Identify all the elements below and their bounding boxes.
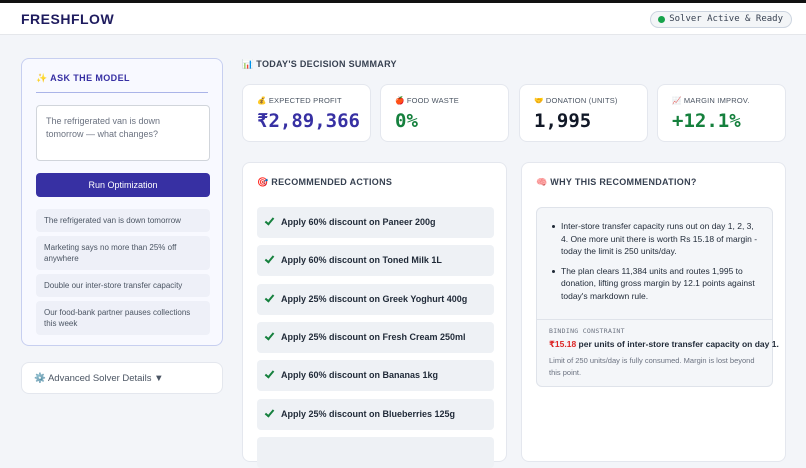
kpi-value: +12.1% (672, 110, 741, 132)
kpi-label: 🤝 DONATION (UNITS) (534, 96, 618, 105)
kpi-card: 💰 EXPECTED PROFIT ₹2,89,366 (242, 84, 371, 142)
question-input[interactable]: The refrigerated van is down tomorrow — … (36, 105, 210, 161)
suggestion[interactable]: Marketing says no more than 25% off anyw… (36, 236, 210, 270)
actions-card: 🎯 RECOMMENDED ACTIONS Apply 60% discount… (242, 162, 507, 468)
check-icon (264, 330, 275, 341)
action-item (257, 436, 494, 468)
action-item[interactable]: Apply 25% discount on Fresh Cream 250ml (257, 321, 494, 353)
constraint-value: ₹15.18 (549, 339, 577, 349)
suggestion[interactable]: The refrigerated van is down tomorrow (36, 209, 210, 232)
action-item[interactable]: Apply 60% discount on Paneer 200g (257, 207, 494, 238)
header: FRESHFLOW Solver Active & Ready (0, 3, 806, 35)
card-title: 🧠 WHY THIS RECOMMENDATION? (536, 177, 697, 187)
status-badge: Solver Active & Ready (650, 11, 792, 28)
section-title: 📊 TODAY'S DECISION SUMMARY (242, 59, 397, 69)
kpi-card: 🤝 DONATION (UNITS) 1,995 (519, 84, 648, 142)
action-item[interactable]: Apply 25% discount on Blueberries 125g (257, 398, 494, 430)
top-bar (0, 0, 806, 3)
kpi-label: 🍎 FOOD WASTE (395, 96, 459, 105)
constraint-note: Limit of 250 units/day is fully consumed… (549, 356, 755, 377)
kpi-value: 0% (395, 110, 418, 132)
bullet: The plan clears 11,384 units and routes … (552, 265, 760, 303)
check-icon (264, 253, 275, 264)
check-icon (264, 215, 275, 226)
kpi-value: 1,995 (534, 110, 592, 132)
check-icon (264, 368, 275, 379)
panel-title: ✨ ASK THE MODEL (36, 73, 130, 83)
divider (537, 319, 772, 320)
explanation-box: Inter-store transfer capacity runs out o… (536, 207, 779, 387)
kpi-label: 📈 MARGIN IMPROV. (672, 96, 750, 105)
kpi-card: 🍎 FOOD WASTE 0% (380, 84, 509, 142)
check-icon (264, 406, 275, 418)
suggestion[interactable]: Our food-bank partner pauses collections… (36, 301, 210, 335)
bullet-list: Inter-store transfer capacity runs out o… (552, 220, 760, 303)
divider (36, 92, 208, 93)
constraint-text: per units of inter-store transfer capaci… (576, 339, 779, 349)
kpi-value: ₹2,89,366 (257, 110, 360, 132)
action-item[interactable]: Apply 25% discount on Greek Yoghurt 400g (257, 283, 494, 315)
why-card: 🧠 WHY THIS RECOMMENDATION? Inter-store t… (521, 162, 786, 462)
suggestion[interactable]: Double our inter-store transfer capacity (36, 274, 210, 297)
bullet: Inter-store transfer capacity runs out o… (552, 220, 760, 258)
action-item[interactable]: Apply 60% discount on Bananas 1kg (257, 360, 494, 392)
ask-panel: ✨ ASK THE MODEL The refrigerated van is … (21, 58, 223, 346)
card-title: 🎯 RECOMMENDED ACTIONS (257, 177, 393, 187)
logo[interactable]: FRESHFLOW (21, 11, 115, 27)
action-item[interactable]: Apply 60% discount on Toned Milk 1L (257, 245, 494, 277)
run-button[interactable]: Run Optimization (36, 173, 210, 197)
kpi-card: 📈 MARGIN IMPROV. +12.1% (657, 84, 786, 142)
constraint: ₹15.18 per units of inter-store transfer… (549, 339, 779, 350)
kpi-label: 💰 EXPECTED PROFIT (257, 96, 342, 105)
constraint-label: BINDING CONSTRAINT (549, 327, 625, 335)
advanced-toggle[interactable]: ⚙️ Advanced Solver Details ▼ (21, 362, 223, 394)
check-icon (264, 292, 275, 303)
